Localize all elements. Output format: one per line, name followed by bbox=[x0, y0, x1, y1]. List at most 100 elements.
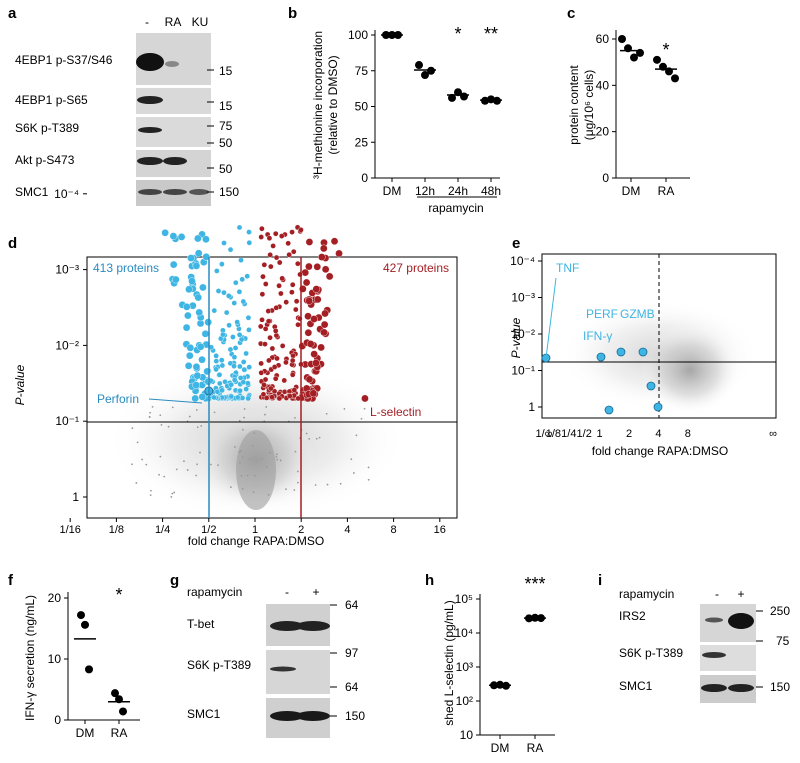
decreased-point bbox=[195, 308, 204, 317]
decreased-point bbox=[221, 240, 227, 246]
nonsig-point bbox=[195, 474, 198, 477]
y-tick-label: 0 bbox=[602, 171, 609, 185]
x-ticks: 1/16 1/8 1/4 1/2 1 2 4 8 16 bbox=[59, 518, 446, 536]
decreased-point bbox=[221, 289, 227, 296]
decreased-point bbox=[236, 224, 243, 231]
x-ticks: DM RA bbox=[622, 178, 674, 198]
nonsig-point bbox=[241, 428, 244, 431]
blot-strip bbox=[266, 650, 330, 694]
nonsig-point bbox=[243, 408, 246, 410]
increased-point bbox=[266, 235, 273, 241]
nonsig-point bbox=[167, 425, 170, 428]
nonsig-point bbox=[253, 474, 256, 477]
size-marker: 50 bbox=[219, 162, 233, 176]
nonsig-point bbox=[253, 432, 256, 434]
significance-mark: * bbox=[115, 585, 122, 605]
nonsig-point bbox=[294, 417, 296, 419]
decreased-point bbox=[202, 235, 210, 244]
y-axis-label: P-value bbox=[13, 364, 27, 405]
nonsig-point bbox=[243, 416, 245, 419]
decreased-point bbox=[192, 381, 200, 389]
y-tick-label: 10⁻⁴ bbox=[510, 254, 535, 268]
blot-band bbox=[137, 96, 163, 104]
blot-band bbox=[270, 711, 304, 721]
blot-band bbox=[137, 157, 163, 165]
nonsig-point bbox=[367, 478, 370, 481]
decreased-point bbox=[236, 331, 243, 338]
category-label: DM bbox=[383, 184, 402, 198]
x-tick-label: 1/8 bbox=[109, 524, 124, 536]
category-label: DM bbox=[491, 741, 510, 755]
decreased-point bbox=[219, 387, 225, 394]
increased-point bbox=[267, 252, 273, 258]
decreased-point bbox=[216, 380, 223, 387]
y-tick-label: 10 bbox=[48, 652, 62, 666]
y-tick-label: 10⁻¹ bbox=[55, 414, 79, 428]
data-point bbox=[618, 35, 626, 43]
decreased-point bbox=[213, 358, 220, 364]
significance-mark: ** bbox=[484, 24, 498, 44]
decreased-point bbox=[188, 277, 196, 285]
y-tick-label: 0 bbox=[361, 171, 368, 185]
increased-point bbox=[286, 393, 293, 399]
increased-point bbox=[289, 289, 295, 296]
increased-point bbox=[313, 263, 322, 271]
data-point bbox=[421, 71, 429, 80]
lane-label-1: - bbox=[145, 15, 149, 29]
data-point bbox=[653, 55, 661, 64]
lselectin-label: L-selectin bbox=[370, 405, 421, 419]
increased-point bbox=[317, 343, 325, 352]
panel-i-label: i bbox=[598, 572, 602, 589]
panel-h: h shed L-selectin (pg/mL) 10 10² 10³ 10⁴ 10⁵… bbox=[425, 572, 555, 755]
x-tick-label: 1 bbox=[597, 428, 603, 440]
increased-point bbox=[272, 328, 279, 334]
increased-point bbox=[268, 263, 274, 270]
nonsig-point bbox=[275, 455, 278, 458]
right-count: 427 proteins bbox=[383, 261, 449, 275]
data-point bbox=[111, 689, 119, 698]
y-tick-label: 10⁻² bbox=[511, 327, 535, 341]
increased-point bbox=[271, 364, 278, 370]
increased-point bbox=[258, 234, 265, 240]
size-marker: 64 bbox=[345, 680, 359, 694]
increased-point bbox=[305, 297, 313, 305]
nonsig-point bbox=[285, 488, 287, 491]
decreased-point bbox=[172, 275, 180, 284]
blot-band bbox=[270, 666, 296, 672]
perforin-label: Perforin bbox=[97, 392, 139, 406]
increased-point bbox=[335, 249, 343, 258]
y-ticks: 0 10 20 bbox=[48, 591, 68, 727]
increased-point bbox=[321, 309, 329, 318]
highlight-point bbox=[616, 347, 626, 357]
nonsig-point bbox=[265, 466, 268, 468]
x-tick-label: 2 bbox=[298, 524, 304, 536]
data-point bbox=[671, 74, 679, 83]
increased-point bbox=[260, 391, 267, 398]
decreased-point bbox=[220, 331, 226, 338]
decreased-point bbox=[177, 233, 186, 241]
nonsig-point bbox=[326, 483, 329, 486]
y-tick-label: 10⁴ bbox=[454, 626, 473, 640]
decreased-point bbox=[227, 246, 234, 253]
nonsig-point bbox=[343, 408, 346, 410]
increased-point bbox=[258, 370, 265, 376]
y-tick-label: 10 bbox=[460, 728, 474, 742]
decreased-point bbox=[246, 327, 252, 333]
blot-band bbox=[138, 127, 162, 133]
increased-point bbox=[304, 328, 313, 337]
x-tick-label: 1 bbox=[252, 524, 258, 536]
highlight-point bbox=[646, 381, 656, 391]
blot-label: S6K p-T389 bbox=[187, 658, 251, 672]
decreased-point bbox=[182, 323, 191, 332]
nonsig-point bbox=[293, 489, 296, 491]
nonsig-point bbox=[145, 463, 148, 466]
y-ticks: 0 20 40 60 bbox=[596, 32, 616, 185]
decreased-point bbox=[182, 303, 191, 311]
category-label: 48h bbox=[481, 184, 501, 198]
increased-point bbox=[286, 251, 292, 258]
x-tick-label: 2 bbox=[626, 428, 632, 440]
x-tick-label: 1/∞ bbox=[535, 428, 552, 440]
increased-point bbox=[290, 248, 297, 255]
x-tick-label: 1/2 bbox=[577, 428, 592, 440]
increased-point bbox=[289, 357, 296, 364]
